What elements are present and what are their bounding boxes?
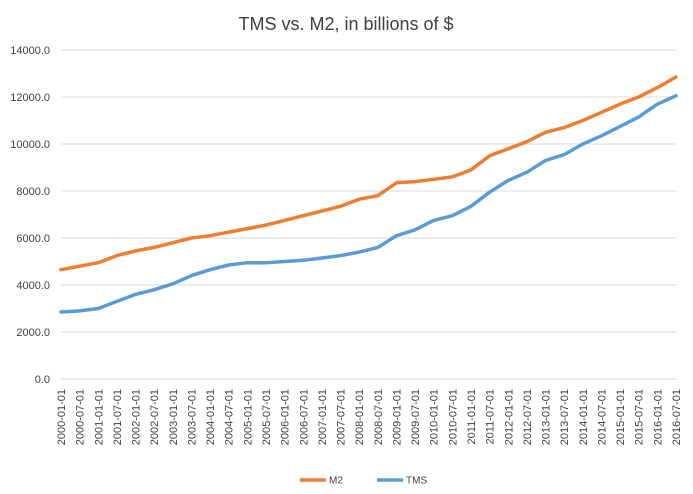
x-tick-label: 2002-01-01 xyxy=(131,389,143,445)
x-tick-label: 2004-07-01 xyxy=(224,389,236,445)
x-tick-label: 2007-07-01 xyxy=(336,389,348,445)
legend-entry: TMS xyxy=(406,476,427,487)
x-tick-label: 2014-01-01 xyxy=(578,389,590,445)
chart-title: TMS vs. M2, in billions of $ xyxy=(238,14,453,34)
x-tick-label: 2016-07-01 xyxy=(671,389,683,445)
legend-entry: M2 xyxy=(329,476,343,487)
x-tick-label: 2008-01-01 xyxy=(354,389,366,445)
y-tick-label: 12000.0 xyxy=(10,92,50,104)
x-tick-label: 2006-07-01 xyxy=(298,389,310,445)
x-tick-label: 2009-07-01 xyxy=(410,389,422,445)
x-tick-label: 2003-07-01 xyxy=(186,389,198,445)
y-tick-label: 2000.0 xyxy=(16,327,50,339)
x-tick-label: 2006-01-01 xyxy=(280,389,292,445)
y-tick-label: 0.0 xyxy=(35,374,50,386)
x-tick-label: 2005-07-01 xyxy=(261,389,273,445)
y-tick-label: 10000.0 xyxy=(10,139,50,151)
y-tick-label: 14000.0 xyxy=(10,45,50,57)
x-tick-label: 2015-01-01 xyxy=(615,389,627,445)
x-tick-label: 2002-07-01 xyxy=(149,389,161,445)
x-tick-label: 2013-01-01 xyxy=(541,389,553,445)
x-tick-label: 2008-07-01 xyxy=(373,389,385,445)
x-tick-label: 2003-01-01 xyxy=(168,389,180,445)
legend: M2 TMS xyxy=(300,476,427,487)
x-tick-label: 2012-07-01 xyxy=(522,389,534,445)
x-tick-label: 2013-07-01 xyxy=(559,389,571,445)
x-tick-label: 2011-01-01 xyxy=(466,389,478,444)
y-axis: 0.0 2000.0 4000.0 6000.0 8000.0 10000.0 12000.… xyxy=(10,45,50,386)
x-tick-label: 2012-01-01 xyxy=(503,389,515,445)
y-tick-label: 4000.0 xyxy=(16,280,50,292)
x-tick-label: 2014-07-01 xyxy=(596,389,608,445)
x-tick-label: 2015-07-01 xyxy=(634,389,646,445)
x-tick-label: 2005-01-01 xyxy=(242,389,254,445)
x-tick-label: 2001-01-01 xyxy=(93,389,105,445)
y-tick-label: 8000.0 xyxy=(16,186,50,198)
series-line-m2 xyxy=(59,75,678,272)
x-tick-label: 2001-07-01 xyxy=(112,389,124,445)
x-tick-label: 2016-01-01 xyxy=(652,389,664,445)
x-tick-label: 2010-07-01 xyxy=(447,389,459,445)
x-tick-label: 2010-01-01 xyxy=(429,389,441,445)
x-tick-label: 2004-01-01 xyxy=(205,389,217,445)
series-line-tms xyxy=(59,94,678,314)
x-tick-label: 2007-01-01 xyxy=(317,389,329,445)
x-tick-label: 2011-07-01 xyxy=(485,389,497,444)
gridlines xyxy=(61,49,676,380)
x-tick-label: 2009-01-01 xyxy=(391,389,403,445)
y-tick-label: 6000.0 xyxy=(16,233,50,245)
x-tick-label: 2000-01-01 xyxy=(56,389,68,445)
x-tick-label: 2000-07-01 xyxy=(75,389,87,445)
series-lines xyxy=(59,75,678,314)
x-axis: 2000-01-01 2000-07-01 2001-01-01 2001-07-01… xyxy=(56,389,683,445)
